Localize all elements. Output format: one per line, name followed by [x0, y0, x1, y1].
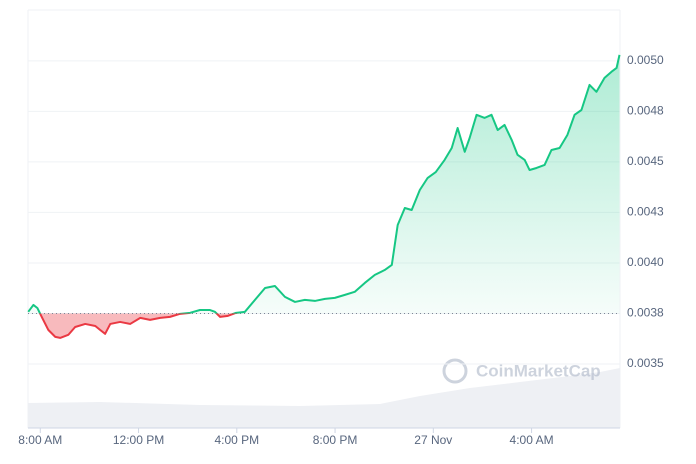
x-tick-label: 8:00 PM: [313, 433, 358, 447]
x-tick-label: 4:00 PM: [214, 433, 259, 447]
watermark-text: CoinMarketCap: [476, 361, 601, 380]
y-tick-label: 0.0043: [627, 205, 664, 219]
y-tick-label: 0.0038: [627, 306, 664, 320]
y-tick-label: 0.0040: [627, 255, 664, 269]
y-tick-label: 0.0045: [627, 154, 664, 168]
price-line: [27, 54, 621, 339]
watermark: CoinMarketCap: [442, 358, 601, 384]
watermark-logo: [442, 358, 468, 384]
x-tick-label: 27 Nov: [414, 433, 452, 447]
y-tick-label: 0.0035: [627, 356, 664, 370]
x-tick-label: 4:00 AM: [510, 433, 554, 447]
x-tick-label: 12:00 PM: [113, 433, 164, 447]
y-tick-label: 0.0050: [627, 53, 664, 67]
price-area: [28, 54, 620, 338]
y-tick-label: 0.0048: [627, 104, 664, 118]
x-tick-label: 8:00 AM: [18, 433, 62, 447]
volume-area: [28, 368, 620, 428]
